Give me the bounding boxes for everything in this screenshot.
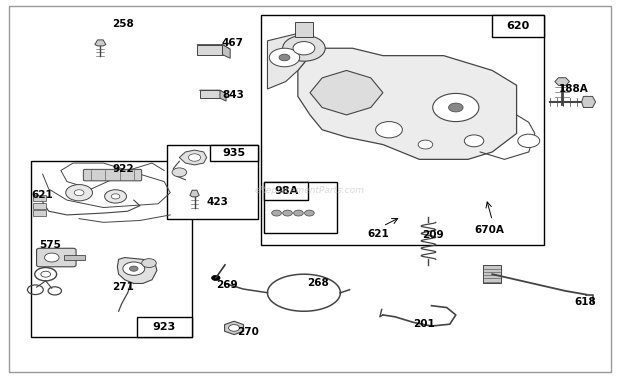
Circle shape	[448, 103, 463, 112]
Circle shape	[304, 210, 314, 216]
Circle shape	[464, 135, 484, 147]
Text: 575: 575	[40, 240, 61, 249]
Text: 922: 922	[112, 164, 134, 174]
Polygon shape	[200, 90, 226, 94]
Circle shape	[518, 134, 539, 147]
Bar	[210, 144, 259, 161]
FancyBboxPatch shape	[37, 248, 76, 267]
Circle shape	[112, 194, 120, 199]
Text: 423: 423	[206, 197, 229, 207]
Text: 923: 923	[153, 322, 176, 332]
Circle shape	[433, 93, 479, 122]
Circle shape	[272, 210, 281, 216]
Text: 618: 618	[574, 297, 596, 307]
Polygon shape	[483, 265, 502, 284]
Bar	[294, 22, 313, 37]
Bar	[33, 203, 46, 209]
Polygon shape	[555, 78, 569, 85]
Circle shape	[74, 190, 84, 196]
Bar	[492, 15, 544, 37]
Text: 268: 268	[307, 279, 329, 288]
FancyBboxPatch shape	[83, 169, 142, 181]
Circle shape	[105, 190, 126, 203]
Bar	[33, 210, 46, 216]
Bar	[264, 181, 337, 234]
Text: 843: 843	[222, 90, 244, 99]
Circle shape	[269, 48, 299, 67]
Text: 467: 467	[222, 38, 244, 48]
Text: 209: 209	[422, 230, 444, 240]
Text: 201: 201	[414, 319, 435, 329]
Polygon shape	[197, 45, 223, 55]
Circle shape	[172, 168, 187, 177]
Polygon shape	[190, 190, 199, 197]
Polygon shape	[200, 90, 220, 98]
Circle shape	[418, 140, 433, 149]
Circle shape	[66, 184, 92, 201]
Text: 670A: 670A	[474, 225, 504, 235]
Bar	[30, 161, 192, 337]
Circle shape	[294, 210, 303, 216]
Bar	[167, 144, 259, 218]
Circle shape	[293, 42, 315, 55]
Text: 620: 620	[507, 21, 529, 31]
Polygon shape	[95, 40, 106, 46]
Text: 621: 621	[32, 189, 53, 200]
Circle shape	[211, 275, 220, 280]
Circle shape	[188, 154, 201, 161]
Bar	[33, 195, 46, 201]
Polygon shape	[179, 150, 206, 165]
Polygon shape	[197, 45, 230, 49]
Circle shape	[283, 35, 325, 61]
Polygon shape	[582, 96, 596, 107]
Text: 271: 271	[112, 282, 135, 292]
Bar	[262, 15, 544, 245]
Polygon shape	[224, 321, 244, 335]
Text: 98A: 98A	[274, 186, 298, 196]
Polygon shape	[223, 45, 230, 58]
Circle shape	[142, 259, 156, 268]
Polygon shape	[267, 33, 310, 89]
Text: 621: 621	[368, 229, 389, 239]
Polygon shape	[220, 90, 226, 101]
Text: 258: 258	[112, 19, 135, 29]
Circle shape	[123, 262, 144, 275]
Circle shape	[283, 210, 293, 216]
Polygon shape	[298, 48, 516, 160]
Circle shape	[279, 54, 290, 61]
Circle shape	[130, 266, 138, 271]
Text: eReplacementParts.com: eReplacementParts.com	[255, 186, 365, 195]
Text: 270: 270	[237, 327, 259, 337]
Bar	[64, 254, 85, 260]
Polygon shape	[117, 257, 157, 284]
Circle shape	[229, 325, 239, 331]
Bar	[264, 181, 308, 200]
Text: 935: 935	[223, 148, 246, 158]
Bar	[137, 317, 192, 337]
Text: 188A: 188A	[559, 84, 589, 94]
Polygon shape	[310, 70, 383, 115]
Circle shape	[45, 253, 59, 262]
Text: 269: 269	[216, 280, 237, 290]
Circle shape	[376, 122, 402, 138]
